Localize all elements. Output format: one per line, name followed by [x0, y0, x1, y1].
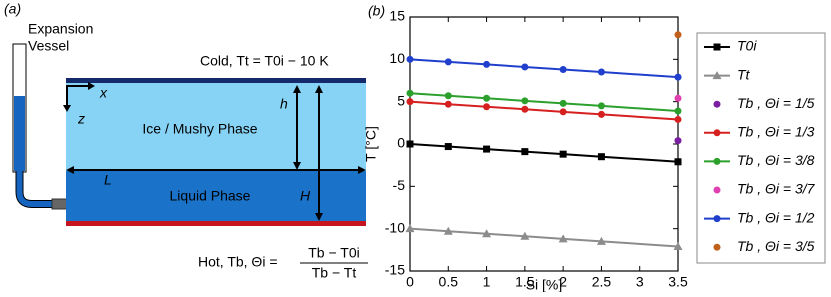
marker [674, 137, 682, 145]
marker [405, 224, 415, 233]
legend-label: Tb , Θi = 3/8 [737, 152, 815, 168]
marker [559, 150, 567, 158]
z-label: z [77, 111, 85, 127]
marker [520, 231, 530, 240]
marker [443, 226, 453, 235]
y-tick-label: -5 [393, 177, 406, 193]
marker [674, 107, 682, 115]
x-tick-label: 1 [483, 274, 491, 290]
marker [483, 103, 491, 111]
marker [674, 115, 682, 123]
marker [559, 65, 567, 73]
marker [674, 158, 682, 166]
marker [483, 60, 491, 68]
marker [521, 105, 529, 113]
liquid-label: Liquid Phase [170, 188, 251, 204]
marker [406, 98, 414, 106]
marker [674, 31, 682, 39]
hot-plate [66, 221, 366, 226]
y-tick-label: 15 [389, 8, 405, 24]
arrow-head [88, 82, 95, 90]
y-tick-label: 5 [397, 92, 405, 108]
pipe [16, 171, 52, 207]
x-tick-label: 3 [636, 274, 644, 290]
x-axis-label: Si [%] [526, 277, 563, 292]
diagram: (a) Expansion Vessel Cold, Tt = T0i − 10… [4, 1, 368, 281]
vessel-water [14, 96, 25, 171]
legend-label: Tb , Θi = 1/3 [737, 124, 815, 140]
marker [444, 100, 452, 108]
chart: (b) T [°C] Si [%] -15 -10 -5 0 5 10 15 0 0.5 1 1.5… [363, 3, 826, 293]
big-h-label: H [300, 188, 311, 204]
marker [406, 89, 414, 97]
y-tick-label: 0 [397, 135, 405, 151]
l-label: L [104, 172, 112, 188]
marker [597, 102, 605, 110]
marker [673, 241, 683, 250]
marker [483, 145, 491, 153]
marker [597, 110, 605, 118]
x-tick-label: 3.5 [668, 274, 688, 290]
legend-marker [713, 43, 721, 51]
legend-marker [713, 157, 721, 165]
panel-label: (b) [368, 3, 385, 19]
marker [444, 143, 452, 151]
marker [483, 94, 491, 102]
h-label: h [280, 96, 288, 112]
marker [597, 68, 605, 76]
y-tick-label: -15 [385, 262, 405, 278]
panel-label: (a) [4, 1, 21, 17]
marker [521, 97, 529, 105]
marker [559, 99, 567, 107]
hot-label: Hot, Tb, Θi = [198, 254, 278, 270]
x-label: x [99, 85, 108, 101]
ice-region [66, 83, 366, 171]
x-tick-label: 1.5 [515, 274, 535, 290]
y-tick-label: 10 [389, 50, 405, 66]
marker [444, 92, 452, 100]
y-axis-label: T [°C] [363, 126, 379, 162]
vessel-label: Vessel [28, 38, 69, 54]
marker [521, 63, 529, 71]
legend-box [696, 32, 826, 264]
marker [559, 108, 567, 116]
x-tick-label: 2.5 [592, 274, 612, 290]
hot-denominator: Tb − Tt [312, 265, 357, 281]
liquid-region [66, 171, 366, 221]
legend-marker [713, 243, 721, 251]
marker [597, 153, 605, 161]
marker [674, 73, 682, 81]
legend-label: Tb , Θi = 1/5 [737, 95, 815, 111]
marker [444, 58, 452, 66]
marker [406, 140, 414, 148]
cold-plate [66, 78, 366, 83]
legend-label: T0i [737, 38, 757, 54]
marker [482, 229, 492, 238]
legend-marker [713, 129, 721, 137]
legend-marker [713, 186, 721, 194]
legend-marker [713, 215, 721, 223]
marker [406, 55, 414, 63]
hot-numerator: Tb − T0i [308, 245, 360, 261]
legend-label: Tt [737, 66, 751, 82]
marker [596, 236, 606, 245]
marker [674, 94, 682, 102]
x-tick-label: 2 [559, 274, 567, 290]
y-tick-label: -10 [385, 219, 405, 235]
x-tick-label: 0 [406, 274, 414, 290]
legend-label: Tb , Θi = 1/2 [737, 209, 815, 225]
arrow-head [63, 105, 71, 112]
marker [521, 148, 529, 156]
legend-marker [712, 71, 722, 80]
legend-label: Tb , Θi = 3/7 [737, 181, 816, 197]
legend-marker [713, 100, 721, 108]
cold-label: Cold, Tt = T0i − 10 K [200, 53, 329, 69]
ice-label: Ice / Mushy Phase [142, 121, 257, 137]
legend-label: Tb , Θi = 3/5 [737, 238, 815, 254]
x-tick-label: 0.5 [439, 274, 459, 290]
connector [51, 198, 68, 210]
vessel-label: Expansion [28, 21, 93, 37]
marker [558, 234, 568, 243]
